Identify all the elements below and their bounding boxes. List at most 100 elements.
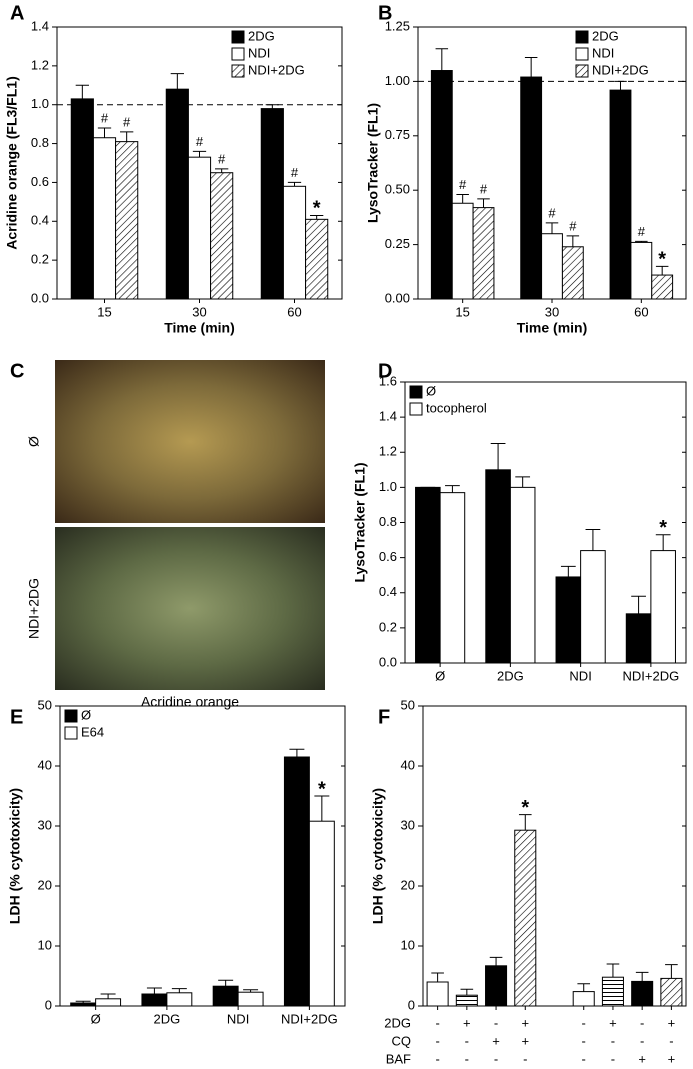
condition-sign: + xyxy=(492,1033,500,1048)
y-axis-label: LysoTracker (FL1) xyxy=(365,103,381,223)
error-bar xyxy=(566,235,580,247)
significance-mark: # xyxy=(123,114,131,129)
x-tick-label: Ø xyxy=(91,1011,101,1026)
x-tick-label: 30 xyxy=(545,304,559,319)
bar xyxy=(430,70,453,300)
condition-sign: - xyxy=(669,1033,673,1048)
error-bar xyxy=(614,80,627,91)
x-tick-label: 15 xyxy=(97,304,111,319)
bar xyxy=(601,976,624,1007)
legend-label: NDI xyxy=(248,45,270,60)
row-label: Ø xyxy=(26,436,42,447)
error-bar xyxy=(146,987,162,994)
error-bar xyxy=(635,240,648,243)
significance-mark: # xyxy=(480,181,488,196)
error-bar xyxy=(171,988,187,993)
y-tick-label: 0.4 xyxy=(379,584,397,599)
panel-label: B xyxy=(378,2,392,24)
micrograph xyxy=(55,527,325,690)
error-bar xyxy=(75,84,89,99)
bar xyxy=(260,108,284,300)
bar xyxy=(509,486,536,664)
y-tick-label: 10 xyxy=(38,937,52,952)
significance-mark: * xyxy=(659,517,667,539)
error-bar xyxy=(97,127,112,138)
error-bar xyxy=(289,748,305,757)
error-bar xyxy=(577,983,591,992)
error-bar xyxy=(655,265,669,276)
significance-mark: # xyxy=(196,134,204,149)
error-bar xyxy=(287,181,302,187)
bar xyxy=(609,89,632,300)
bar xyxy=(485,965,508,1007)
y-tick-label: 0.0 xyxy=(379,654,397,669)
bar xyxy=(541,233,563,300)
x-tick-label: 60 xyxy=(287,304,301,319)
legend-label: tocopherol xyxy=(426,400,487,415)
error-bar xyxy=(75,1000,91,1003)
error-bar xyxy=(435,48,449,71)
condition-sign: - xyxy=(494,1051,498,1066)
bar xyxy=(651,274,674,300)
significance-mark: # xyxy=(638,224,646,239)
condition-sign: - xyxy=(465,1033,469,1048)
error-bar xyxy=(518,814,532,831)
error-bar xyxy=(100,993,116,999)
x-tick-label: Ø xyxy=(435,668,445,683)
row-label: NDI+2DG xyxy=(26,578,42,639)
x-tick-label: 30 xyxy=(192,304,206,319)
error-bar xyxy=(243,989,259,993)
x-tick-label: NDI xyxy=(227,1011,249,1026)
y-axis-label: LDH (% cytotoxicity) xyxy=(7,788,23,924)
axes-frame xyxy=(404,381,687,664)
legend-swatch xyxy=(575,30,589,44)
y-tick-label: 0.4 xyxy=(31,213,49,228)
bar xyxy=(631,980,654,1007)
bar xyxy=(212,985,239,1007)
y-tick-label: 1.0 xyxy=(379,479,397,494)
legend-swatch xyxy=(64,709,78,723)
y-tick-label: 10 xyxy=(401,937,415,952)
x-tick-label: NDI xyxy=(569,668,591,683)
significance-mark: # xyxy=(459,177,467,192)
legend-swatch xyxy=(409,385,423,399)
condition-sign: - xyxy=(465,1051,469,1066)
error-bar xyxy=(490,442,506,470)
condition-sign: + xyxy=(521,1015,529,1030)
y-tick-label: 20 xyxy=(38,877,52,892)
y-tick-label: 40 xyxy=(38,757,52,772)
y-tick-label: 0.0 xyxy=(31,290,49,305)
legend-label: E64 xyxy=(81,724,104,739)
y-tick-label: 1.2 xyxy=(31,57,49,72)
error-bar xyxy=(524,56,538,78)
bar xyxy=(308,820,335,1007)
legend-label: 2DG xyxy=(592,28,619,43)
legend-swatch xyxy=(231,30,245,44)
condition-sign: - xyxy=(435,1051,439,1066)
bar xyxy=(625,613,652,664)
bar xyxy=(70,98,94,300)
y-tick-label: 50 xyxy=(401,697,415,712)
y-tick-label: 0.6 xyxy=(31,174,49,189)
bar xyxy=(92,137,117,300)
error-bar xyxy=(460,988,474,996)
y-tick-label: 0.8 xyxy=(31,135,49,150)
condition-sign: - xyxy=(523,1051,527,1066)
y-tick-label: 1.6 xyxy=(379,373,397,388)
legend-label: 2DG xyxy=(248,28,275,43)
condition-sign: + xyxy=(668,1015,676,1030)
significance-mark: # xyxy=(291,165,299,180)
y-tick-label: 0.50 xyxy=(385,182,410,197)
caption: Acridine orange xyxy=(141,694,239,710)
bar xyxy=(572,991,595,1007)
legend-swatch xyxy=(575,47,589,61)
panel-label: E xyxy=(10,706,23,728)
bar xyxy=(305,218,329,300)
bar xyxy=(514,829,537,1007)
condition-sign: + xyxy=(609,1015,617,1030)
y-tick-label: 1.4 xyxy=(379,409,397,424)
legend-label: Ø xyxy=(81,707,91,722)
y-tick-label: 0 xyxy=(408,997,415,1012)
bar xyxy=(141,993,168,1007)
